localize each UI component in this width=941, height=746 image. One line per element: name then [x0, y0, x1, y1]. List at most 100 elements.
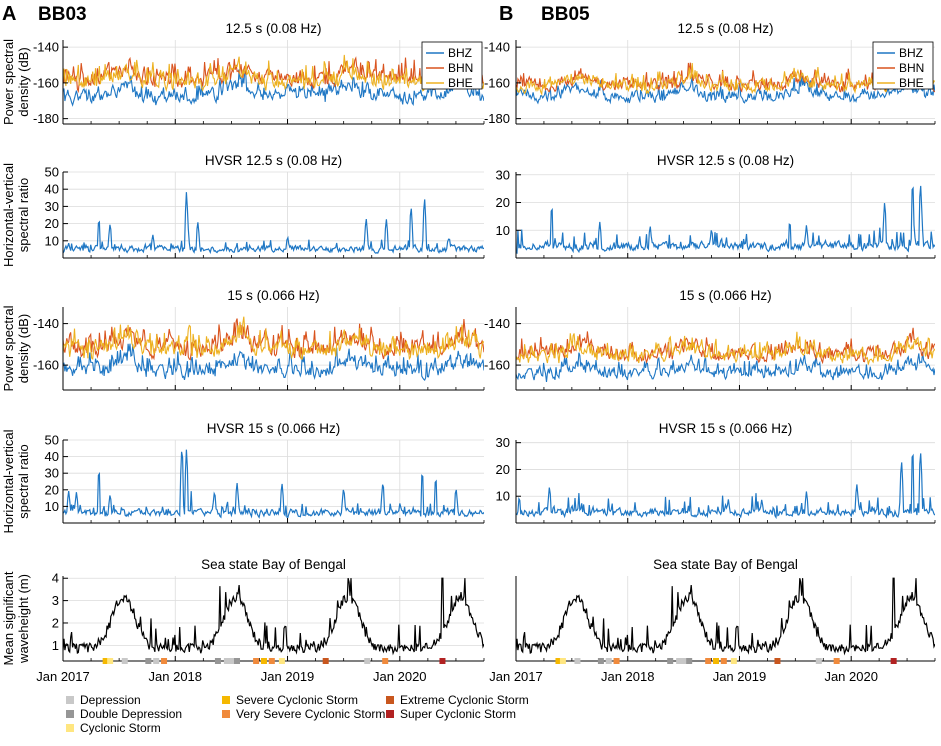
series-line-bhe — [516, 331, 935, 365]
storm-marker — [234, 658, 241, 664]
x-tick-label: Jan 2017 — [36, 669, 90, 684]
storm-marker — [705, 658, 712, 664]
storm-marker — [439, 658, 446, 664]
storm-marker — [676, 658, 683, 664]
y-axis-label-line-2: spectral ratio — [16, 178, 31, 252]
storm-marker — [253, 658, 260, 664]
storm-marker — [574, 658, 581, 664]
y-tick-label: 50 — [45, 165, 59, 180]
x-tick-label: Jan 2018 — [601, 669, 655, 684]
y-tick-label: 10 — [496, 489, 510, 504]
storm-marker — [680, 658, 687, 664]
storm-legend-swatch — [386, 696, 394, 704]
storm-marker — [720, 658, 727, 664]
y-tick-label: -180 — [484, 111, 510, 126]
subplot-title: HVSR 15 s (0.066 Hz) — [207, 421, 341, 436]
legend-box — [421, 41, 483, 90]
y-tick-label: -140 — [33, 316, 59, 331]
subplot-bb05-4: HVSR 15 s (0.066 Hz) 10 20 30 — [496, 421, 936, 524]
y-tick-label: 1 — [52, 638, 59, 653]
storm-marker — [153, 658, 160, 664]
y-tick-label: 10 — [45, 499, 59, 514]
y-axis-label-line-2: spectral ratio — [16, 444, 31, 518]
x-tick-label: Jan 2019 — [713, 669, 767, 684]
legend-box — [872, 41, 934, 90]
storm-marker — [730, 658, 737, 664]
series-line-bhe — [516, 63, 935, 96]
y-tick-label: 4 — [52, 571, 59, 586]
series-line-bhn — [63, 56, 484, 94]
storm-marker — [214, 658, 221, 664]
series-line-hvsr — [516, 453, 935, 520]
storm-legend-swatch — [386, 710, 394, 718]
y-tick-label: 40 — [45, 449, 59, 464]
storm-legend-label: Extreme Cyclonic Storm — [400, 693, 529, 707]
storm-marker — [228, 658, 235, 664]
y-tick-label: 2 — [52, 615, 59, 630]
series-line-bhn — [516, 61, 935, 93]
subplot-title: 15 s (0.066 Hz) — [227, 288, 319, 303]
series-line-bhz — [516, 74, 935, 105]
y-tick-label: 40 — [45, 182, 59, 197]
storm-marker — [686, 658, 693, 664]
storm-marker — [559, 658, 566, 664]
storm-legend-label: Very Severe Cyclonic Storm — [236, 707, 385, 721]
series-line-bhn — [63, 318, 484, 361]
series-line-hvsr — [63, 449, 484, 519]
y-tick-label: -160 — [484, 75, 510, 90]
y-tick-label: 20 — [45, 482, 59, 497]
y-tick-label: 10 — [496, 223, 510, 238]
storm-legend-swatch — [222, 696, 230, 704]
subplot-bb05-2: HVSR 12.5 s (0.08 Hz) 10 20 30 — [496, 153, 936, 259]
y-axis-label-line-1: Power spectral — [1, 39, 16, 125]
y-tick-label: 30 — [496, 167, 510, 182]
y-tick-label: -140 — [33, 40, 59, 55]
panel-letter-b: B — [499, 3, 513, 25]
y-tick-label: -160 — [33, 358, 59, 373]
subplot-bb03-5: Sea state Bay of Bengal 1 2 3 4 Mean signific… — [1, 557, 485, 684]
y-tick-label: 10 — [45, 233, 59, 248]
storm-legend-label: Depression — [80, 693, 141, 707]
storm-marker — [815, 658, 822, 664]
subplot-title: Sea state Bay of Bengal — [653, 557, 798, 572]
storm-marker — [260, 658, 267, 664]
subplot-title: 15 s (0.066 Hz) — [679, 288, 771, 303]
legend-label-bhe: BHE — [448, 76, 473, 90]
legend-label-bhz: BHZ — [448, 46, 472, 60]
y-axis-label-line-2: density (dB) — [16, 47, 31, 116]
x-tick-label: Jan 2017 — [489, 669, 543, 684]
storm-marker — [597, 658, 604, 664]
storm-marker — [774, 658, 781, 664]
storm-marker — [161, 658, 168, 664]
series-line-hvsr — [63, 192, 484, 255]
y-axis-label-line-2: waveheight (m) — [16, 574, 31, 664]
storm-legend-swatch — [66, 696, 74, 704]
storm-marker — [223, 658, 230, 664]
y-axis-label-line-1: Horizontal-vertical — [1, 429, 16, 533]
subplot-bb05-5: Sea state Bay of Bengal Jan 2017 Jan 2018 J… — [489, 557, 936, 684]
legend-label-bhn: BHN — [448, 61, 473, 75]
subplot-bb03-2: HVSR 12.5 s (0.08 Hz) 10 20 30 40 50 Horizonta… — [1, 153, 485, 267]
series-line-bhe — [63, 54, 484, 93]
series-line-mean-significant-waveheight — [63, 577, 484, 656]
subplot-title: Sea state Bay of Bengal — [201, 557, 346, 572]
storm-marker — [667, 658, 674, 664]
storm-marker — [145, 658, 152, 664]
storm-marker — [833, 658, 840, 664]
subplot-title: 12.5 s (0.08 Hz) — [225, 21, 321, 36]
storm-marker — [102, 658, 109, 664]
y-tick-label: 50 — [45, 433, 59, 448]
station-title-bb03: BB03 — [38, 4, 87, 25]
y-tick-label: 30 — [45, 466, 59, 481]
y-tick-label: 30 — [496, 435, 510, 450]
y-tick-label: 20 — [496, 462, 510, 477]
storm-legend-swatch — [222, 710, 230, 718]
x-tick-label: Jan 2020 — [824, 669, 878, 684]
storm-legend-label: Double Depression — [80, 707, 182, 721]
x-tick-label: Jan 2018 — [149, 669, 203, 684]
